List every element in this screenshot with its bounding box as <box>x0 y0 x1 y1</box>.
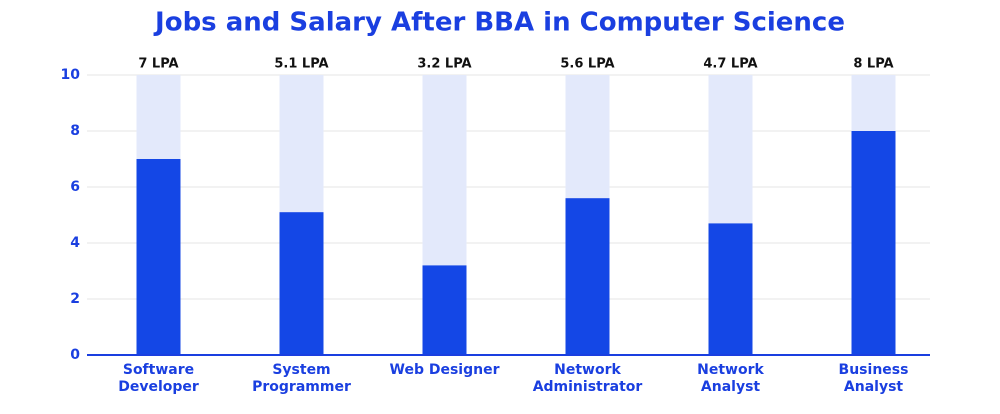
value-label: 7 LPA <box>138 57 178 72</box>
value-label: 5.6 LPA <box>560 57 614 72</box>
bar <box>136 159 181 355</box>
y-tick-label: 6 <box>70 179 80 195</box>
x-tick-label: Network Analyst <box>697 362 764 395</box>
bar <box>279 212 324 355</box>
y-tick-label: 2 <box>70 291 80 307</box>
x-tick-label: Business Analyst <box>838 362 909 395</box>
chart-title: Jobs and Salary After BBA in Computer Sc… <box>153 8 845 38</box>
x-tick-label: System Programmer <box>252 362 351 395</box>
bar <box>708 223 753 355</box>
value-label: 4.7 LPA <box>703 57 757 72</box>
bar <box>565 198 610 355</box>
x-tick-label: Software Developer <box>118 362 199 395</box>
y-tick-label: 8 <box>70 123 80 139</box>
x-tick-label: Network Administrator <box>532 362 643 395</box>
bar <box>851 131 896 355</box>
bar <box>422 265 467 355</box>
value-label: 8 LPA <box>853 57 893 72</box>
x-tick-label: Web Designer <box>389 362 500 378</box>
value-label: 3.2 LPA <box>417 57 471 72</box>
y-tick-label: 10 <box>61 67 81 83</box>
y-tick-label: 0 <box>70 347 80 363</box>
value-label: 5.1 LPA <box>274 57 328 72</box>
y-tick-label: 4 <box>70 235 80 251</box>
